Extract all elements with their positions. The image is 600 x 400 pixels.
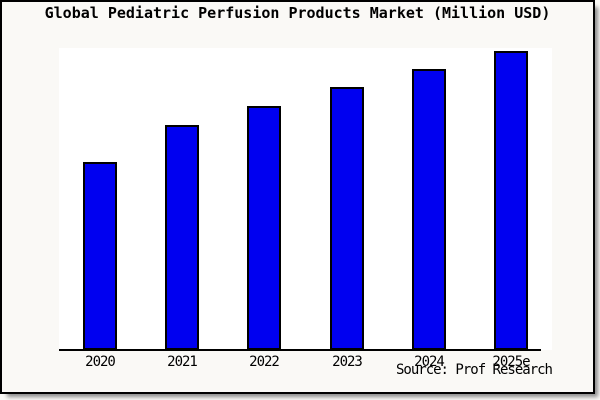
x-axis-line (59, 349, 541, 351)
source-note: Source: Prof Research (395, 362, 553, 378)
bar-2025e (494, 51, 528, 350)
bar-2024 (412, 69, 446, 350)
x-tick-label-2021: 2021 (167, 354, 198, 370)
bar-2020 (83, 162, 117, 350)
bar-2021 (165, 125, 199, 350)
x-tick-label-2022: 2022 (249, 354, 280, 370)
x-tick-label-2020: 2020 (85, 354, 116, 370)
chart-frame (0, 0, 595, 394)
plot-area (59, 48, 552, 350)
x-tick-label-2024: 2024 (414, 354, 445, 370)
bar-2023 (330, 87, 364, 350)
bar-2022 (247, 106, 281, 350)
chart-title: Global Pediatric Perfusion Products Mark… (44, 4, 551, 22)
x-tick-label-2025e: 2025e (492, 354, 530, 370)
x-tick-label-2023: 2023 (332, 354, 363, 370)
